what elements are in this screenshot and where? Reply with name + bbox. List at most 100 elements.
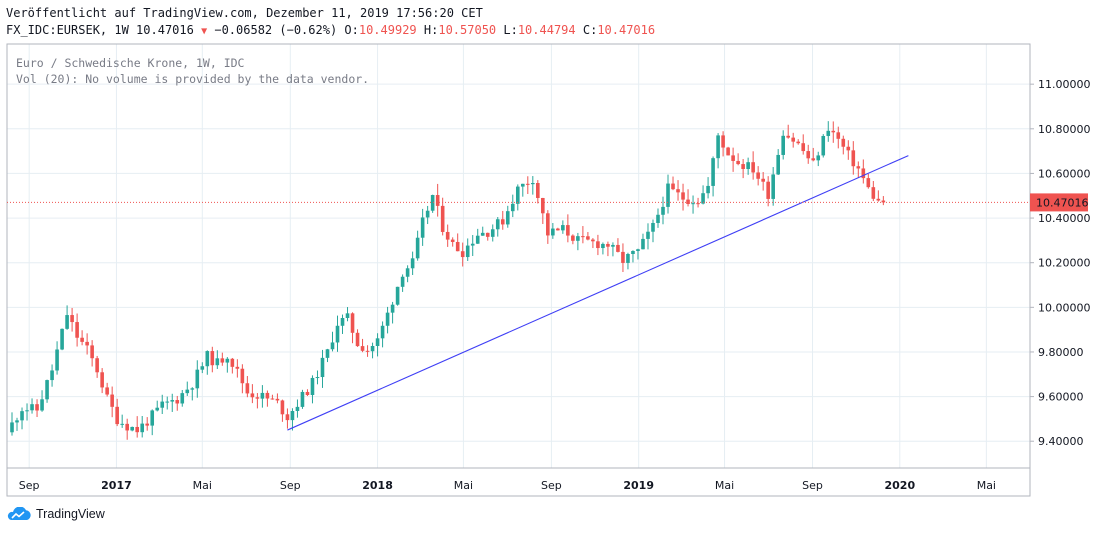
candle-body-down (35, 404, 39, 411)
candle-body-down (90, 345, 94, 359)
candle-body-up (310, 377, 315, 396)
price-tick-label: 9.40000 (1038, 435, 1084, 448)
candle-body-up (225, 358, 230, 363)
candle-body-up (561, 225, 565, 231)
candle-body-down (536, 183, 540, 198)
candle-body-up (60, 328, 64, 350)
candle-body-down (871, 187, 876, 199)
candle-body-up (120, 423, 124, 425)
candle-body-down (125, 423, 129, 431)
candle-body-up (215, 358, 220, 366)
axis-ticks: 9.40000 9.60000 9.80000 10.00000 10.20000 10.… (19, 78, 1091, 492)
candle-body-down (861, 168, 866, 179)
candle-body-up (465, 245, 470, 258)
candle-body-up (816, 155, 821, 161)
candle-body-down (801, 143, 806, 152)
candle-body-down (736, 160, 740, 165)
candle-body-up (480, 232, 485, 236)
candle-body-down (115, 406, 119, 425)
candle-body-down (110, 394, 114, 407)
candle-body-up (510, 203, 515, 212)
candle-body-up (55, 349, 59, 371)
candle-body-down (485, 232, 490, 237)
candle-body-up (15, 420, 19, 423)
candle-body-down (726, 147, 730, 156)
candle-body-up (315, 377, 320, 379)
overlay: 10.47016 (7, 155, 1089, 431)
candle-body-up (781, 135, 785, 155)
candle-body-down (876, 198, 881, 201)
series-title: Euro / Schwedische Krone, 1W, IDC (16, 56, 245, 70)
close-value: 10.47016 (597, 23, 656, 37)
trend-line (287, 155, 909, 431)
candle-body-down (756, 172, 760, 179)
time-tick-label: Mai (454, 479, 473, 492)
candle-body-up (20, 411, 24, 421)
candle-body-up (505, 211, 510, 225)
candle-body-up (180, 393, 185, 404)
candle-body-down (95, 358, 99, 373)
candle-body-up (370, 345, 375, 352)
candle-body-down (210, 351, 215, 366)
candle-body-up (475, 235, 480, 244)
candle-body-up (25, 410, 29, 412)
candle-body-down (686, 199, 690, 205)
candle-body-up (646, 231, 650, 239)
candle-body-down (360, 346, 365, 351)
candle-body-down (751, 162, 755, 173)
price-tick-label: 10.00000 (1038, 301, 1091, 314)
candle-body-down (766, 181, 770, 199)
candle-body-up (626, 253, 630, 263)
candle-body-down (676, 189, 680, 193)
candle-body-down (671, 183, 675, 190)
candle-body-up (601, 243, 605, 249)
candle-body-down (856, 166, 861, 169)
candle-body-up (150, 410, 155, 426)
candle-body-up (155, 407, 160, 411)
candle-body-up (335, 325, 340, 343)
time-tick-label: Sep (280, 479, 301, 492)
candle-body-up (415, 237, 420, 259)
candle-body-up (826, 130, 831, 136)
candle-body-down (606, 243, 610, 247)
candle-body-up (531, 183, 535, 185)
candle-body-up (170, 400, 175, 402)
high-label: H: (423, 23, 439, 37)
candle-body-up (185, 389, 190, 394)
candle-body-down (455, 241, 460, 252)
candle-body-down (621, 251, 625, 263)
candle-body-down (525, 183, 530, 185)
candle-body-up (345, 313, 350, 318)
candle-body-up (636, 249, 640, 251)
candle-body-up (205, 351, 210, 367)
tradingview-cloud-icon (7, 507, 31, 520)
time-tick-label: 2017 (101, 479, 132, 492)
candle-body-up (520, 183, 525, 187)
candle-body-down (435, 195, 440, 206)
low-value: 10.44794 (517, 23, 576, 37)
candle-body-down (696, 203, 700, 205)
candle-body-up (130, 426, 134, 431)
candle-body-up (165, 401, 170, 403)
candle-body-down (450, 239, 455, 242)
ohlc-line: FX_IDC:EURSEK, 1W 10.47016 ▼ −0.06582 (−… (6, 23, 655, 37)
candle-body-up (45, 380, 49, 400)
candle-body-up (425, 210, 430, 218)
candle-body-down (586, 236, 590, 240)
candle-body-up (470, 243, 475, 246)
candle-body-up (195, 369, 200, 389)
candle-body-down (255, 397, 260, 399)
candle-body-down (796, 141, 801, 144)
candle-body-down (741, 164, 745, 170)
candle-body-up (190, 388, 195, 390)
volume-note: Vol (20): No volume is provided by the d… (16, 72, 370, 86)
candle-body-up (290, 411, 295, 421)
footer-brand[interactable]: TradingView (6, 507, 105, 521)
candle-body-down (85, 341, 89, 346)
candle-body-up (551, 228, 555, 236)
candle-body-down (616, 244, 620, 252)
candle-body-down (841, 138, 846, 147)
candle-body-down (100, 372, 104, 388)
candle-body-down (591, 239, 595, 242)
